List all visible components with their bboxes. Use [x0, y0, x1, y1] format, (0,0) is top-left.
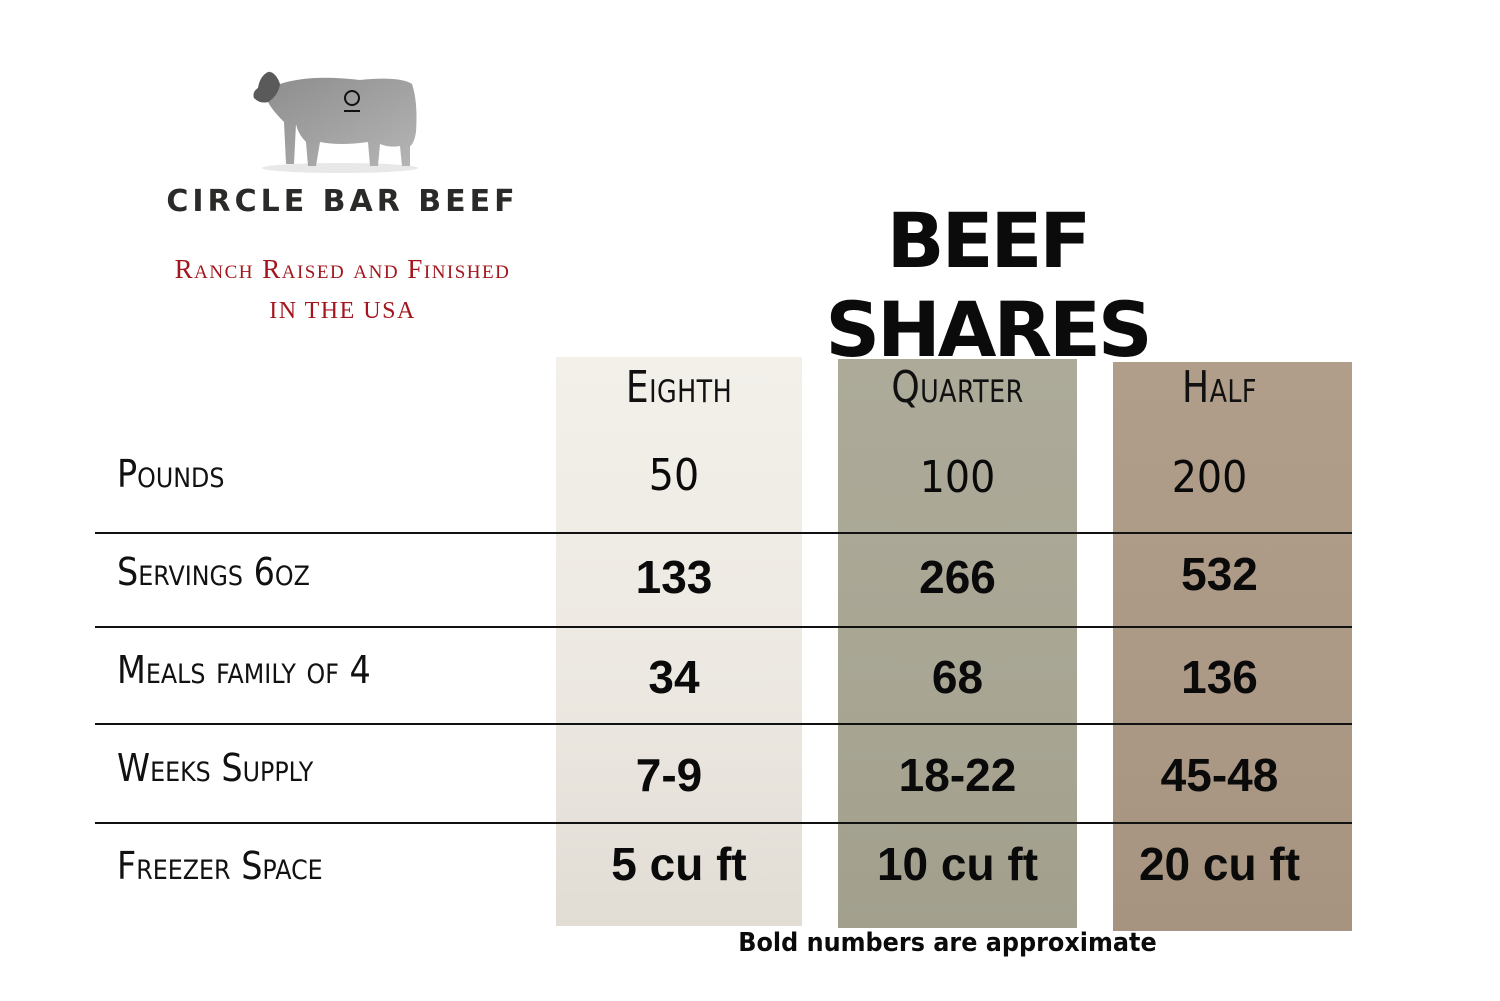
cell-freezer-eighth: 5 cu ft — [611, 838, 747, 890]
footnote: Bold numbers are approximate — [738, 928, 1157, 958]
page-title: BEEF SHARES — [825, 196, 1152, 374]
row-label-weeks-supply: Weeks Supply — [117, 746, 314, 790]
cell-meals-eighth: 34 — [648, 651, 700, 703]
brand-name: CIRCLE BAR BEEF — [166, 184, 519, 219]
cell-pounds-quarter: 100 — [919, 452, 996, 503]
cell-servings-eighth: 133 — [635, 551, 713, 603]
column-half — [1113, 362, 1352, 931]
cell-freezer-quarter: 10 cu ft — [876, 838, 1039, 890]
column-header-quarter: Quarter — [891, 362, 1024, 413]
column-eighth — [556, 357, 802, 926]
cell-weeks-eighth: 7-9 — [635, 749, 703, 801]
cell-weeks-half: 45-48 — [1160, 749, 1279, 801]
cow-logo-icon — [250, 62, 420, 174]
cell-servings-half: 532 — [1181, 548, 1258, 600]
row-label-meals: Meals family of 4 — [117, 648, 371, 692]
brand-tagline: Ranch Raised and Finished — [174, 254, 511, 284]
row-divider — [95, 822, 1352, 824]
cell-pounds-eighth: 50 — [648, 450, 700, 501]
row-label-servings: Servings 6oz — [117, 550, 310, 594]
column-header-eighth: Eighth — [625, 362, 733, 413]
cell-freezer-half: 20 cu ft — [1138, 838, 1301, 890]
cell-servings-quarter: 266 — [919, 551, 996, 603]
row-label-pounds: Pounds — [117, 452, 225, 496]
brand-tagline-line2: IN THE USA — [269, 298, 416, 324]
column-header-half: Half — [1182, 362, 1257, 413]
row-divider — [95, 723, 1352, 725]
row-divider — [95, 626, 1352, 628]
row-divider — [95, 532, 1352, 534]
cell-meals-half: 136 — [1181, 651, 1258, 703]
cell-weeks-quarter: 18-22 — [898, 749, 1017, 801]
cell-pounds-half: 200 — [1171, 452, 1248, 503]
row-label-freezer-space: Freezer Space — [117, 844, 323, 888]
column-quarter — [838, 359, 1077, 928]
cell-meals-quarter: 68 — [931, 651, 984, 703]
